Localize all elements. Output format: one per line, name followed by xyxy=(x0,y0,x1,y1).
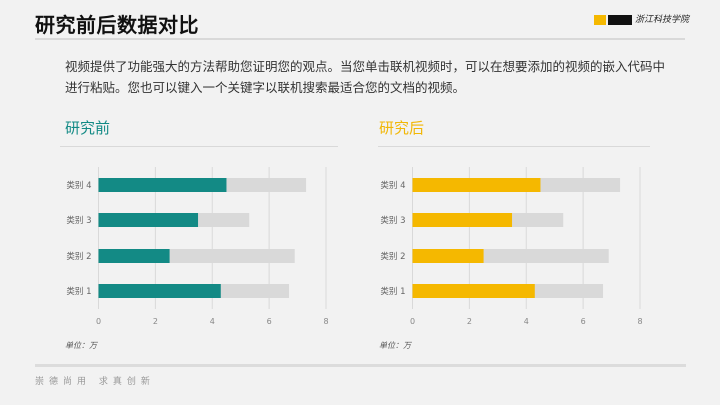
title-divider xyxy=(35,38,685,40)
logo: 浙江科技学院 xyxy=(594,14,694,26)
x-tick-label: 4 xyxy=(524,317,529,326)
x-tick-label: 4 xyxy=(210,317,215,326)
logo-mark-black xyxy=(608,15,632,25)
x-tick-label: 0 xyxy=(96,317,101,326)
category-label: 类别 1 xyxy=(66,286,91,297)
x-tick-label: 2 xyxy=(153,317,158,326)
x-tick-label: 6 xyxy=(581,317,586,326)
category-label: 类别 1 xyxy=(380,286,405,297)
bar-value xyxy=(98,213,199,227)
chart-title-before: 研究前 xyxy=(65,119,111,137)
x-tick-label: 6 xyxy=(267,317,272,326)
bar-value xyxy=(412,178,541,192)
intro-paragraph: 视频提供了功能强大的方法帮助您证明您的观点。当您单击联机视频时，可以在想要添加的… xyxy=(65,59,666,95)
bar-value xyxy=(98,178,227,192)
category-label: 类别 3 xyxy=(380,215,405,226)
bar-value xyxy=(412,284,535,298)
bar-value xyxy=(98,284,221,298)
bar-value xyxy=(412,213,513,227)
logo-text: 浙江科技学院 xyxy=(635,15,690,25)
page-title: 研究前后数据对比 xyxy=(35,13,199,37)
category-label: 类别 2 xyxy=(380,251,405,262)
category-label: 类别 4 xyxy=(380,180,405,191)
unit-label-after: 单位：万 xyxy=(379,341,411,350)
x-tick-label: 0 xyxy=(410,317,415,326)
bar-value xyxy=(412,249,484,263)
chart-title-divider xyxy=(378,146,650,147)
footer-slogan: 崇德尚用 求真创新 xyxy=(35,377,155,387)
logo-mark-yellow xyxy=(594,15,606,25)
category-label: 类别 4 xyxy=(66,180,91,191)
bar-value xyxy=(98,249,170,263)
x-tick-label: 8 xyxy=(637,317,642,326)
unit-label-before: 单位：万 xyxy=(65,341,97,350)
chart-title-divider xyxy=(60,146,338,147)
x-tick-label: 8 xyxy=(323,317,328,326)
footer-divider xyxy=(35,364,686,367)
x-tick-label: 2 xyxy=(467,317,472,326)
category-label: 类别 3 xyxy=(66,215,91,226)
category-label: 类别 2 xyxy=(66,251,91,262)
chart-title-after: 研究后 xyxy=(379,119,425,137)
